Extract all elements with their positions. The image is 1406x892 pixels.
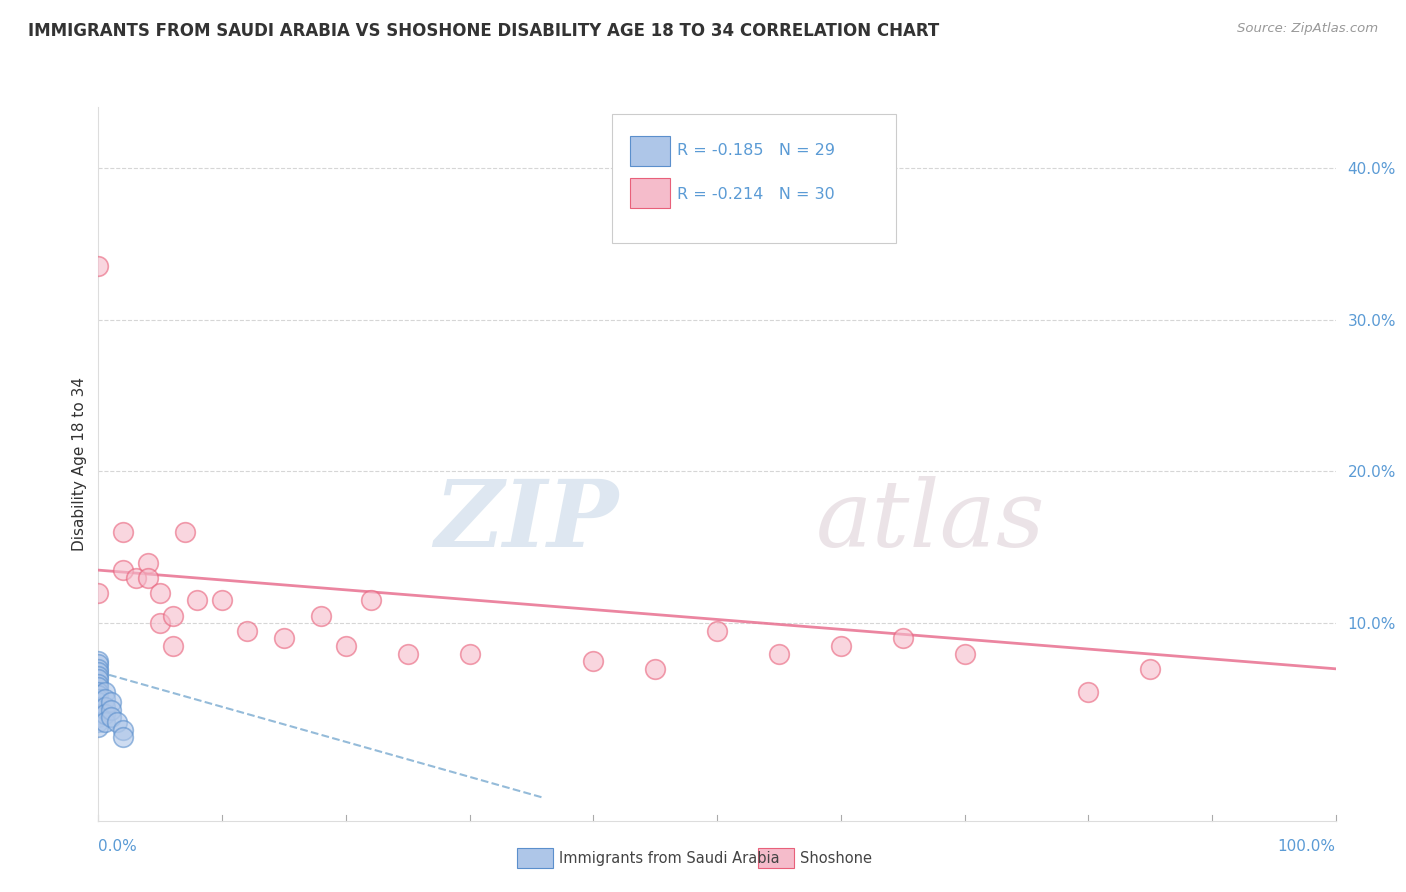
Text: R = -0.214   N = 30: R = -0.214 N = 30 bbox=[678, 186, 835, 202]
Point bbox=[87, 707, 110, 722]
Point bbox=[360, 593, 382, 607]
Point bbox=[768, 647, 790, 661]
Point bbox=[112, 563, 135, 577]
Point bbox=[162, 639, 184, 653]
Point bbox=[953, 647, 976, 661]
Point bbox=[87, 695, 110, 709]
Text: 100.0%: 100.0% bbox=[1278, 838, 1336, 854]
Point bbox=[136, 556, 159, 570]
Point bbox=[149, 616, 172, 631]
Point bbox=[93, 707, 115, 722]
FancyBboxPatch shape bbox=[612, 114, 897, 243]
FancyBboxPatch shape bbox=[758, 847, 794, 869]
Point bbox=[87, 654, 110, 668]
Point bbox=[136, 571, 159, 585]
Point bbox=[891, 632, 914, 646]
Point bbox=[458, 647, 481, 661]
Point bbox=[87, 673, 110, 687]
Point bbox=[100, 695, 122, 709]
Point bbox=[706, 624, 728, 638]
Point bbox=[87, 260, 110, 274]
Point bbox=[162, 608, 184, 623]
Point bbox=[112, 525, 135, 540]
Point bbox=[87, 665, 110, 679]
Point bbox=[1077, 684, 1099, 698]
Point bbox=[87, 692, 110, 706]
Point bbox=[93, 699, 115, 714]
Text: R = -0.185   N = 29: R = -0.185 N = 29 bbox=[678, 143, 835, 158]
Point bbox=[309, 608, 332, 623]
Point bbox=[1139, 662, 1161, 676]
Text: IMMIGRANTS FROM SAUDI ARABIA VS SHOSHONE DISABILITY AGE 18 TO 34 CORRELATION CHA: IMMIGRANTS FROM SAUDI ARABIA VS SHOSHONE… bbox=[28, 22, 939, 40]
Point bbox=[87, 714, 110, 729]
Text: Immigrants from Saudi Arabia: Immigrants from Saudi Arabia bbox=[558, 851, 779, 866]
Point bbox=[87, 684, 110, 698]
Point bbox=[100, 703, 122, 717]
Text: atlas: atlas bbox=[815, 476, 1046, 566]
Point bbox=[644, 662, 666, 676]
Point bbox=[335, 639, 357, 653]
Point bbox=[87, 688, 110, 702]
Point bbox=[87, 662, 110, 676]
Point bbox=[396, 647, 419, 661]
Point bbox=[87, 669, 110, 683]
Point bbox=[112, 730, 135, 744]
Point bbox=[100, 710, 122, 724]
Y-axis label: Disability Age 18 to 34: Disability Age 18 to 34 bbox=[72, 376, 87, 551]
FancyBboxPatch shape bbox=[630, 136, 671, 166]
Point bbox=[87, 677, 110, 691]
Point bbox=[93, 684, 115, 698]
Point bbox=[830, 639, 852, 653]
Point bbox=[105, 714, 128, 729]
Point bbox=[93, 714, 115, 729]
Point bbox=[211, 593, 233, 607]
Point bbox=[87, 680, 110, 694]
Point bbox=[87, 703, 110, 717]
Point bbox=[174, 525, 197, 540]
Text: 0.0%: 0.0% bbox=[98, 838, 138, 854]
Point bbox=[124, 571, 146, 585]
Text: ZIP: ZIP bbox=[434, 476, 619, 566]
Text: Shoshone: Shoshone bbox=[800, 851, 872, 866]
Point bbox=[87, 719, 110, 733]
FancyBboxPatch shape bbox=[630, 178, 671, 209]
Point bbox=[149, 586, 172, 600]
Point bbox=[236, 624, 259, 638]
Point bbox=[273, 632, 295, 646]
Point bbox=[582, 654, 605, 668]
Point bbox=[87, 699, 110, 714]
Point bbox=[186, 593, 208, 607]
FancyBboxPatch shape bbox=[516, 847, 553, 869]
Point bbox=[87, 657, 110, 672]
Point bbox=[87, 586, 110, 600]
Point bbox=[87, 710, 110, 724]
Text: Source: ZipAtlas.com: Source: ZipAtlas.com bbox=[1237, 22, 1378, 36]
Point bbox=[112, 723, 135, 737]
Point bbox=[93, 692, 115, 706]
